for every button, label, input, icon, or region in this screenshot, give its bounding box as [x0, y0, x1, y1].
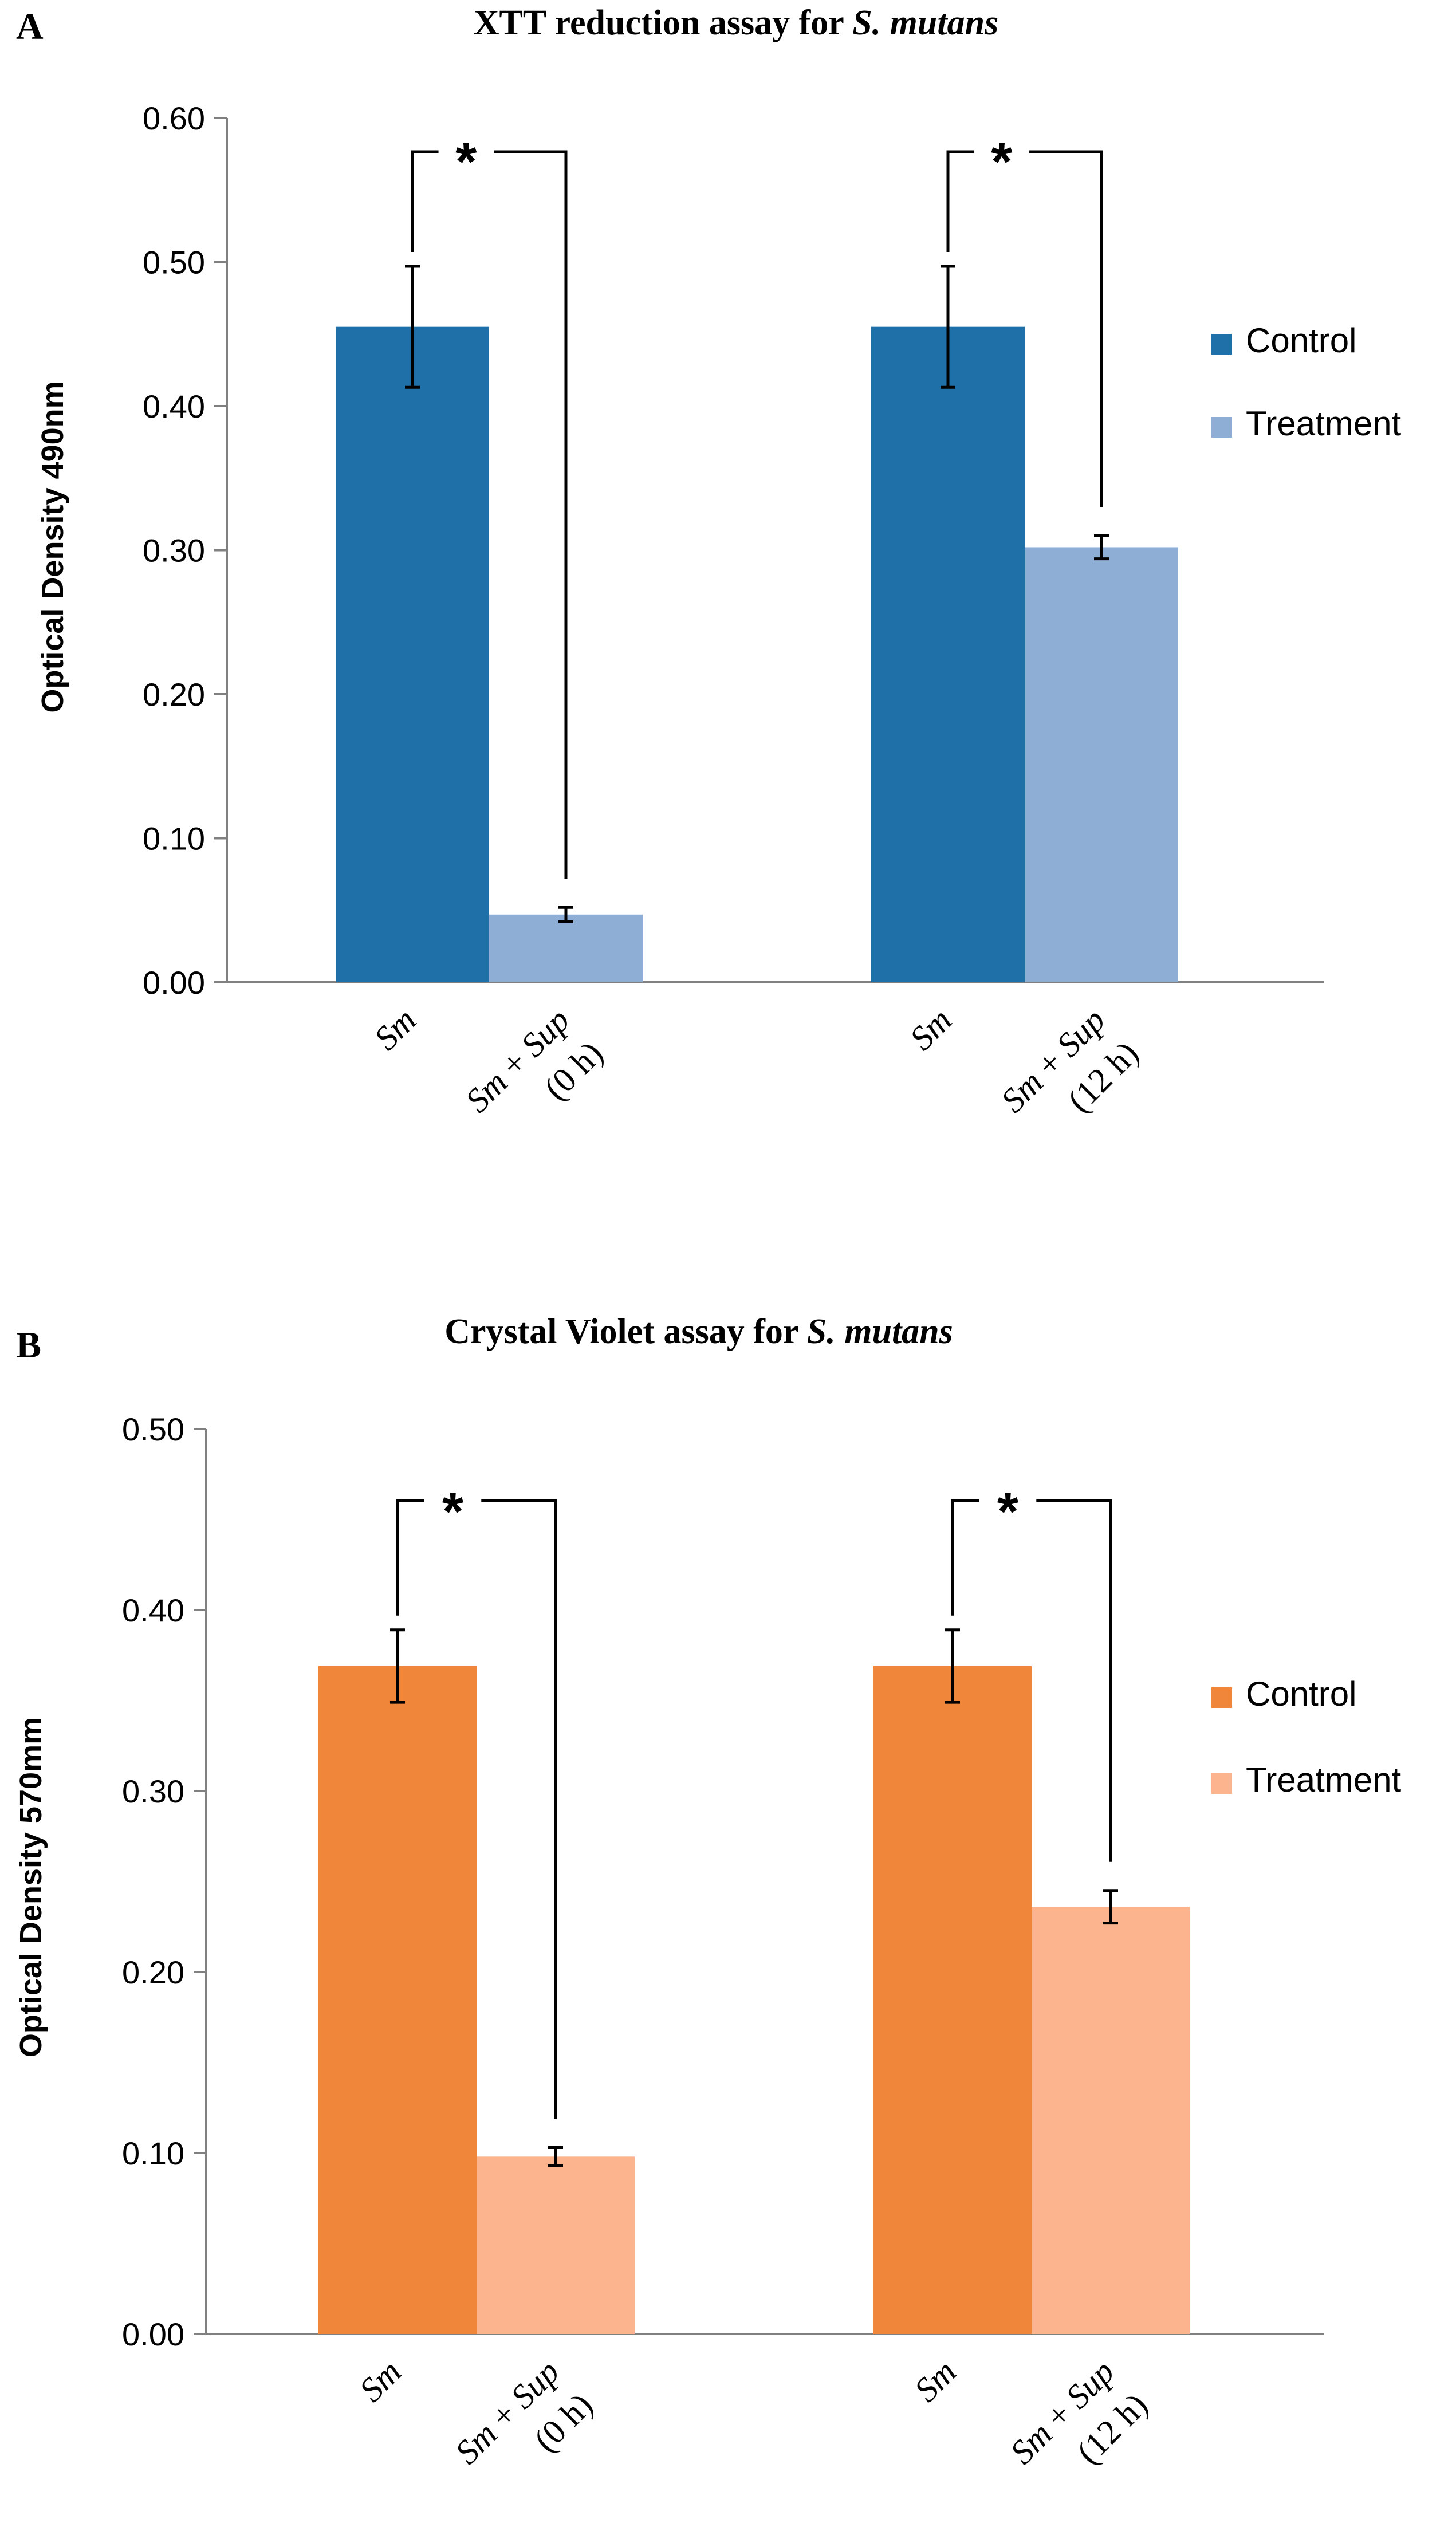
bar-control	[336, 326, 489, 982]
y-tick-label: 0.00	[122, 2316, 184, 2352]
y-axis-label: Optical Density 490nm	[36, 381, 70, 713]
bar-treatment	[1025, 547, 1178, 982]
legend-swatch-control	[1211, 1687, 1232, 1708]
x-category-label: Sm	[903, 1001, 959, 1058]
y-axis-label: Optical Density 570mm	[14, 1717, 48, 2057]
significance-bracket-left	[396, 1499, 424, 1616]
chart-title: Crystal Violet assay for S. mutans	[444, 1312, 953, 1351]
legend-label-treatment: Treatment	[1246, 1761, 1402, 1799]
chart-panel-a: A XTT reduction assay for S. mutans Optica…	[16, 3, 1402, 1120]
chart-panel-b: B Crystal Violet assay for S. mutans Optic…	[14, 1312, 1402, 2471]
y-tick-label: 0.30	[122, 1773, 184, 1809]
y-tick-label: 0.30	[143, 533, 205, 569]
y-tick-label: 0.60	[143, 100, 205, 136]
y-tick-label: 0.40	[143, 388, 205, 424]
panel-letter: B	[16, 1324, 41, 1366]
significance-bracket-right	[1036, 1499, 1112, 1862]
significance-bracket-right	[481, 1499, 557, 2119]
legend-label-control: Control	[1246, 321, 1356, 360]
x-category-label: Sm	[367, 1001, 424, 1058]
significance-star: *	[997, 1481, 1019, 1542]
y-tick-label: 0.10	[143, 821, 205, 857]
chart-title-species: S. mutans	[852, 3, 998, 42]
panel-letter: A	[16, 6, 44, 48]
significance-bracket-right	[1029, 150, 1103, 507]
chart-title-species: S. mutans	[807, 1312, 953, 1351]
chart-title-text: XTT reduction assay for	[474, 3, 852, 42]
significance-star: *	[442, 1481, 464, 1542]
bar-treatment	[1032, 1907, 1190, 2334]
significance-star: *	[991, 131, 1013, 192]
y-tick-label: 0.40	[122, 1592, 184, 1628]
bar-control	[318, 1666, 477, 2334]
significance-star: *	[455, 131, 477, 192]
significance-bracket-left	[951, 1499, 979, 1616]
bar-control	[873, 1666, 1032, 2334]
legend-label-control: Control	[1246, 1675, 1356, 1713]
y-tick-label: 0.00	[143, 965, 205, 1001]
chart-title-text: Crystal Violet assay for	[444, 1312, 807, 1351]
significance-bracket-right	[494, 150, 568, 879]
x-category-label: Sm	[907, 2353, 964, 2410]
y-tick-label: 0.10	[122, 2135, 184, 2171]
bar-treatment	[477, 2156, 635, 2334]
legend-swatch-control	[1211, 334, 1232, 355]
y-tick-label: 0.20	[143, 676, 205, 713]
significance-bracket-left	[946, 150, 974, 253]
chart-title: XTT reduction assay for S. mutans	[474, 3, 998, 42]
y-tick-label: 0.20	[122, 1954, 184, 1990]
legend-swatch-treatment	[1211, 1773, 1232, 1794]
significance-bracket-left	[411, 150, 439, 253]
y-tick-label: 0.50	[143, 245, 205, 281]
legend-label-treatment: Treatment	[1246, 404, 1402, 443]
legend-swatch-treatment	[1211, 417, 1232, 438]
x-category-label: Sm	[352, 2353, 409, 2410]
bar-control	[871, 326, 1025, 982]
y-tick-label: 0.50	[122, 1411, 184, 1447]
bar-treatment	[489, 914, 643, 982]
